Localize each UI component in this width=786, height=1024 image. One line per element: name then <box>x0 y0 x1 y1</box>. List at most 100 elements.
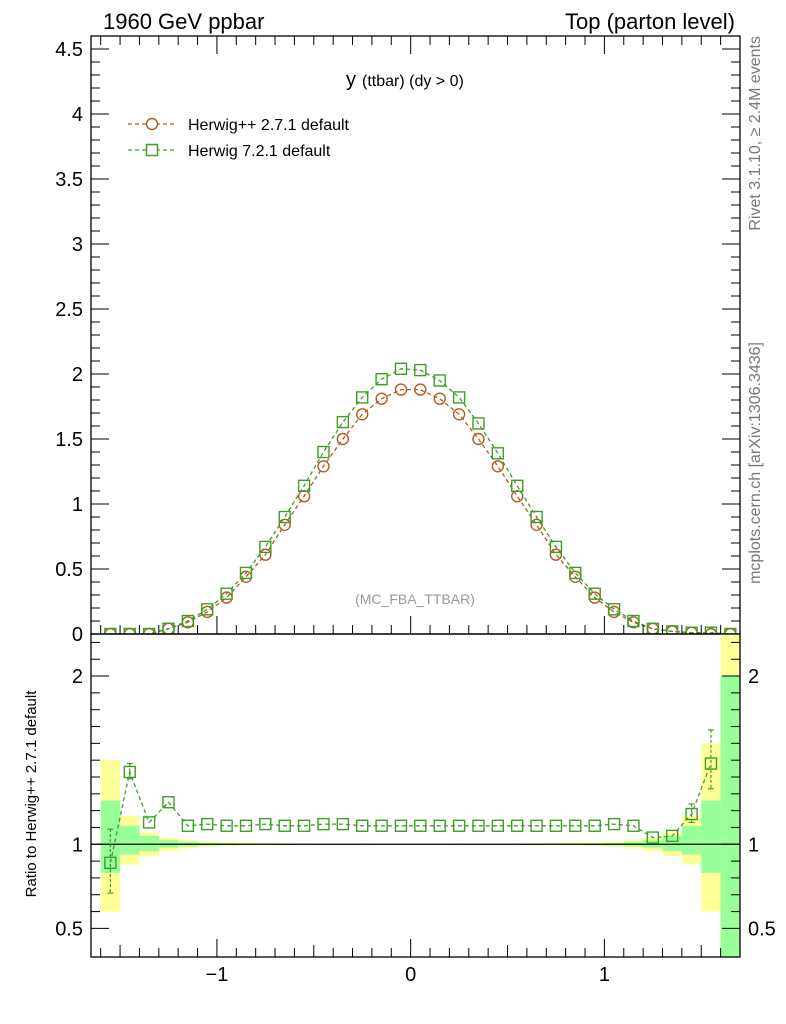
ratio-y-tick-label: 2 <box>72 666 83 688</box>
data-point <box>278 518 291 531</box>
data-point <box>394 362 408 375</box>
ratio-point <box>530 819 543 832</box>
ratio-point <box>491 819 505 832</box>
y-tick-label: 4.5 <box>55 39 83 61</box>
data-point <box>336 415 350 429</box>
data-point <box>704 626 718 634</box>
ratio-point <box>452 819 466 832</box>
ratio-point <box>414 819 427 832</box>
data-point <box>511 479 524 492</box>
legend-marker-herwig7 <box>145 143 159 157</box>
ratio-point <box>259 817 272 831</box>
ratio-y-axis-label: Ratio to Herwig++ 2.7.1 default <box>23 690 40 898</box>
data-point <box>394 383 408 396</box>
legend-entry-herwigpp: Herwig++ 2.7.1 default <box>128 117 350 134</box>
band-green-bin <box>681 825 702 855</box>
plot-title-sub: (ttbar) (dy > 0) <box>362 73 464 90</box>
ratio-point <box>375 819 388 832</box>
data-point <box>433 392 446 405</box>
ratio-point <box>433 819 446 832</box>
ratio-point <box>239 819 253 832</box>
y-tick-label: 0.5 <box>55 559 83 581</box>
data-point <box>549 548 563 561</box>
ratio-point <box>607 817 621 831</box>
data-point <box>685 626 698 634</box>
y-tick-label: 2.5 <box>55 299 83 321</box>
legend: Herwig++ 2.7.1 default Herwig 7.2.1 defa… <box>128 117 350 160</box>
ratio-point <box>123 765 136 779</box>
ratio-y-tick-label-right: 1 <box>748 834 759 856</box>
data-point <box>549 540 563 554</box>
y-tick-label: 1 <box>72 494 83 516</box>
band-green-bin <box>120 825 140 855</box>
data-point <box>472 417 485 430</box>
data-point <box>356 391 369 404</box>
ratio-point <box>588 819 601 832</box>
data-point <box>433 374 446 387</box>
ratio-series-line <box>109 763 712 863</box>
ratio-y-tick-label-right: 2 <box>748 666 759 688</box>
data-point <box>181 614 195 628</box>
band-green-bin <box>139 835 159 852</box>
legend-label-herwigpp: Herwig++ 2.7.1 default <box>188 117 350 134</box>
ratio-point <box>549 819 563 832</box>
legend-entry-herwig7: Herwig 7.2.1 default <box>128 143 331 160</box>
y-tick-label: 0 <box>72 624 83 646</box>
ratio-plot: 0.5 0.5 1 1 2 2 −1 0 1 <box>55 633 776 986</box>
data-point <box>588 587 601 600</box>
x-tick-label: 0 <box>405 964 416 986</box>
data-point <box>569 566 582 580</box>
ratio-point <box>627 819 640 832</box>
ratio-frame <box>90 633 741 958</box>
data-point <box>665 625 679 634</box>
y-tick-label: 3 <box>72 234 83 256</box>
ratio-point <box>646 831 660 844</box>
ratio-point <box>472 819 485 832</box>
ratio-series-herwig7 <box>104 729 718 894</box>
ratio-y-tick-label-right: 0.5 <box>748 918 776 940</box>
ratio-point <box>317 817 330 831</box>
ratio-point <box>278 819 291 832</box>
legend-label-herwig7: Herwig 7.2.1 default <box>188 143 331 160</box>
ratio-point <box>336 817 350 831</box>
x-tick-label: 1 <box>599 964 610 986</box>
data-point <box>452 391 466 404</box>
y-tick-label: 1.5 <box>55 429 83 451</box>
legend-marker-herwigpp <box>145 117 159 131</box>
data-point <box>627 614 640 628</box>
y-tick-label: 3.5 <box>55 169 83 191</box>
ratio-point <box>569 819 582 832</box>
ratio-point <box>142 816 156 829</box>
data-point <box>123 627 136 634</box>
data-point <box>317 445 330 459</box>
data-point <box>704 627 718 634</box>
ratio-point <box>394 819 408 832</box>
data-point <box>356 408 369 421</box>
data-point <box>297 479 311 492</box>
data-point <box>724 627 737 634</box>
ratio-point <box>356 819 369 832</box>
ratio-point <box>511 819 524 832</box>
ratio-point <box>162 796 175 809</box>
main-plot: 0 0.5 1 1.5 2 2.5 3 3.5 4 4.5 <box>55 35 741 646</box>
data-point <box>607 603 621 616</box>
y-tick-label: 2 <box>72 364 83 386</box>
ratio-point <box>104 856 117 869</box>
data-point <box>259 540 272 554</box>
ratio-point <box>704 757 718 770</box>
data-point <box>491 460 505 473</box>
header-left: 1960 GeV ppbar <box>103 9 264 34</box>
data-point <box>646 622 660 634</box>
data-point <box>317 460 330 473</box>
side-text-bottom: mcplots.cern.ch [arXiv:1306.3436] <box>747 342 764 584</box>
data-point <box>414 383 427 396</box>
ratio-point <box>665 829 679 843</box>
band-green-bin <box>662 835 682 852</box>
data-point <box>452 408 466 421</box>
data-point <box>278 510 291 524</box>
data-point <box>336 432 350 446</box>
plot-title: y (ttbar) (dy > 0) <box>346 69 464 91</box>
ratio-point <box>685 807 698 821</box>
data-point <box>530 518 543 531</box>
